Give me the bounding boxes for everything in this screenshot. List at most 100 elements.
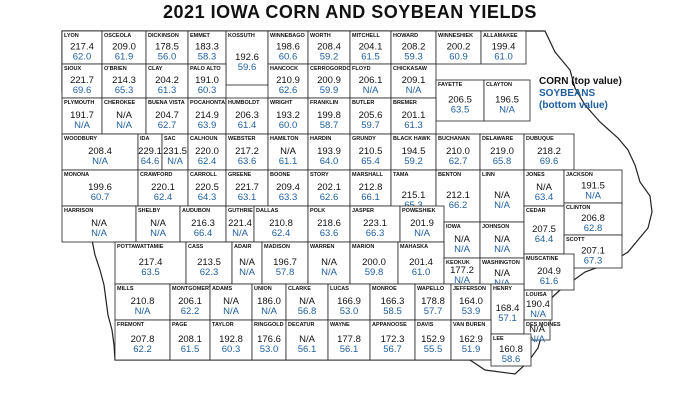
county-lee: LEE 160.858.6	[490, 333, 532, 367]
soybean-yield: 60.7	[91, 192, 110, 203]
county-winnebago: WINNEBAGO 198.660.6	[267, 30, 309, 65]
corn-yield: 210.9	[276, 75, 300, 86]
county-name: SAC	[164, 136, 176, 142]
corn-yield: 209.1	[402, 75, 426, 86]
soybean-yield: 59.9	[320, 85, 339, 96]
county-boundary	[435, 30, 482, 65]
county-name: JASPER	[352, 208, 374, 214]
county-henry: HENRY 168.457.1	[490, 283, 525, 335]
county-name: JONES	[526, 172, 545, 178]
county-name: BLACK HAWK	[393, 136, 431, 142]
corn-yield: 217.2	[235, 146, 259, 157]
county-jefferson: JEFFERSON 164.053.9	[450, 283, 492, 321]
corn-yield: 221.4	[228, 218, 252, 229]
corn-yield: 201.1	[402, 110, 426, 121]
county-name: HAMILTON	[270, 136, 299, 142]
county-name: MADISON	[264, 244, 290, 250]
corn-yield: 192.8	[219, 334, 243, 345]
county-boone: BOONE 209.463.3	[267, 169, 309, 207]
corn-yield: 212.1	[446, 190, 470, 201]
county-name: CASS	[188, 244, 204, 250]
county-boundary	[187, 63, 227, 99]
county-name: WAYNE	[330, 322, 350, 328]
county-boundary	[523, 289, 553, 321]
county-name: CHEROKEE	[104, 100, 136, 106]
county-boundary	[187, 97, 227, 135]
soybean-yield: N/A	[530, 309, 547, 320]
soybean-yield: 56.1	[340, 344, 359, 355]
soybean-yield: 64.0	[320, 156, 339, 167]
soybean-yield: 57.8	[276, 267, 295, 278]
county-boundary	[145, 63, 189, 99]
county-name: CARROLL	[190, 172, 218, 178]
county-boundary	[137, 169, 189, 207]
county-boundary	[101, 97, 147, 135]
corn-yield: 200.9	[317, 75, 341, 86]
soybean-yield: 61.3	[158, 85, 177, 96]
county-name: PAGE	[172, 322, 188, 328]
county-boundary	[114, 319, 171, 361]
county-ida: IDA 229.164.6	[137, 133, 163, 171]
county-name: ALLAMAKEE	[483, 33, 518, 39]
soybean-yield: 63.5	[141, 267, 160, 278]
county-sac: SAC 231.5N/A	[161, 133, 189, 171]
soybean-yield: 60.6	[279, 52, 298, 63]
county-name: FAYETTE	[438, 82, 463, 88]
county-ringgold: RINGGOLD 176.653.0	[251, 319, 287, 361]
county-name: CLAY	[148, 66, 163, 72]
county-johnson: JOHNSON N/AN/A	[479, 221, 525, 259]
county-dallas: DALLAS 210.862.4	[253, 205, 309, 243]
corn-yield: 206.5	[448, 95, 472, 106]
county-name: RINGGOLD	[254, 322, 284, 328]
corn-yield: N/A	[494, 190, 511, 201]
corn-yield: 160.8	[499, 344, 523, 355]
county-warren: WARREN N/AN/A	[307, 241, 351, 285]
soybean-yield: 61.4	[238, 120, 257, 131]
corn-yield: 206.1	[359, 75, 383, 86]
county-name: BUENA VISTA	[148, 100, 185, 106]
county-name: FLOYD	[352, 66, 371, 72]
county-name: ADAIR	[234, 244, 251, 250]
county-linn: LINN N/AN/A	[479, 169, 525, 223]
county-boundary	[225, 30, 269, 86]
soybean-yield: 60.3	[222, 344, 241, 355]
corn-yield: 207.1	[581, 246, 605, 257]
county-name: HANCOCK	[270, 66, 298, 72]
county-name: VAN BUREN	[453, 322, 485, 328]
county-sioux: SIOUX 221.769.6	[61, 63, 103, 99]
county-name: POCAHONTAS	[190, 100, 229, 106]
county-name: WOODBURY	[64, 136, 97, 142]
soybean-yield: N/A	[92, 156, 109, 167]
county-name: PALO ALTO	[190, 66, 221, 72]
county-palo-alto: PALO ALTO 191.060.3	[187, 63, 227, 99]
soybean-yield: 62.7	[449, 156, 468, 167]
county-lyon: LYON 217.462.0	[61, 30, 103, 65]
county-boundary	[61, 97, 103, 135]
county-boundary	[101, 63, 147, 99]
corn-yield: 191.0	[195, 75, 219, 86]
county-name: JACKSON	[566, 172, 593, 178]
county-name: DES MOINES	[526, 322, 561, 328]
county-name: LYON	[64, 33, 79, 39]
county-howard: HOWARD 208.259.3	[390, 30, 437, 65]
county-boundary	[267, 133, 309, 171]
soybean-yield: N/A	[454, 244, 471, 255]
soybean-yield: 65.8	[493, 156, 512, 167]
corn-yield: 220.0	[195, 146, 219, 157]
county-o-brien: O'BRIEN 214.365.3	[101, 63, 147, 99]
county-name: OSCEOLA	[104, 33, 131, 39]
county-name: MILLS	[117, 286, 134, 292]
county-emmet: EMMET 183.358.3	[187, 30, 227, 65]
corn-yield: 199.6	[88, 182, 112, 193]
corn-yield: 178.8	[421, 296, 445, 307]
soybean-yield: N/A	[454, 275, 471, 286]
county-lucas: LUCAS 166.953.0	[327, 283, 371, 321]
county-boundary	[369, 283, 416, 321]
county-boundary	[450, 283, 492, 321]
corn-yield: 196.7	[273, 257, 297, 268]
corn-yield: N/A	[299, 296, 316, 307]
corn-yield: 213.5	[197, 257, 221, 268]
corn-yield: 192.6	[235, 52, 259, 63]
